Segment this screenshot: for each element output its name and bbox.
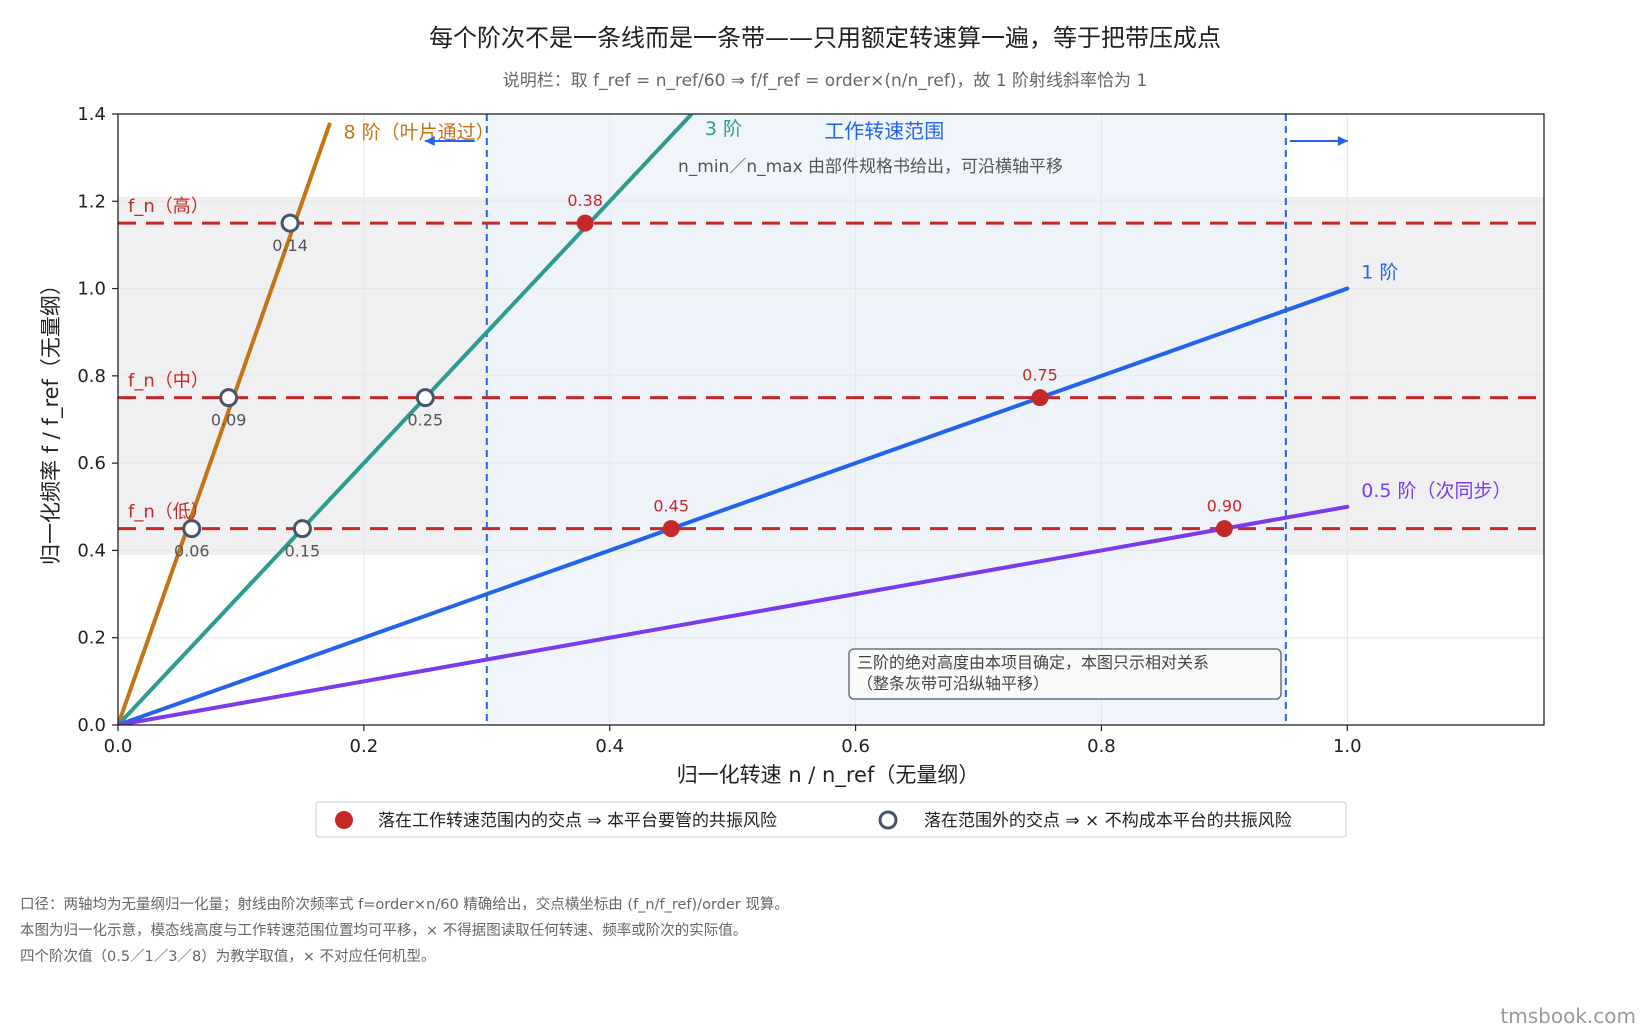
x-tick-label: 1.0 [1333, 736, 1362, 757]
outside-point-label: 0.15 [285, 542, 321, 561]
y-tick-label: 0.4 [77, 540, 106, 561]
chart-title: 每个阶次不是一条线而是一条带——只用额定转速算一遍，等于把带压成点 [429, 24, 1221, 52]
footnote-1: 口径：两轴均为无量纲归一化量；射线由阶次频率式 f=order×n/60 精确给… [20, 897, 789, 913]
y-tick-label: 1.2 [77, 191, 106, 212]
legend-box [315, 801, 1347, 838]
watermark: tmsbook.com [1500, 1004, 1636, 1028]
modal-line-label: f_n（高） [128, 196, 209, 217]
annotation-line-2: （整条灰带可沿纵轴平移） [857, 674, 1049, 693]
y-tick-label: 0.2 [77, 628, 106, 649]
modal-line-label: f_n（中） [128, 371, 209, 392]
inside-intersection-point [662, 520, 680, 538]
legend-outside-label: 落在范围外的交点 ⇒ × 不构成本平台的共振风险 [924, 811, 1292, 831]
inside-intersection-point [1031, 389, 1049, 407]
outside-point-label: 0.25 [408, 411, 444, 430]
outside-intersection-point [280, 213, 300, 233]
order-ray [118, 286, 1350, 725]
x-tick-label: 0.4 [595, 736, 624, 757]
order-ray [118, 114, 693, 725]
inside-intersection-point [576, 214, 594, 232]
speed-range-note: n_min／n_max 由部件规格书给出，可沿横轴平移 [678, 157, 1063, 177]
x-tick-label: 0.2 [350, 736, 379, 757]
modal-line-label: f_n（低） [128, 502, 209, 523]
outside-intersection-point [292, 519, 312, 539]
order-ray-label: 8 阶（叶片通过） [343, 121, 494, 143]
footnote-3: 四个阶次值（0.5／1／3／8）为教学取值，× 不对应任何机型。 [20, 949, 436, 965]
footnote-2: 本图为归一化示意，模态线高度与工作转速范围位置均可平移，× 不得据图读取任何转速… [20, 923, 748, 939]
plot-frame [117, 113, 1545, 726]
x-tick-label: 0.8 [1087, 736, 1116, 757]
speed-range-area [486, 114, 1286, 725]
y-tick-label: 1.4 [77, 104, 106, 125]
order-ray-label: 3 阶 [705, 118, 742, 140]
order-ray [118, 504, 1350, 725]
y-tick-label: 0.0 [77, 715, 106, 736]
y-tick-label: 1.0 [77, 279, 106, 300]
outside-intersection-point [415, 388, 435, 408]
outside-point-label: 0.06 [174, 542, 210, 561]
legend-inside-marker [335, 811, 353, 829]
inside-point-label: 0.90 [1207, 497, 1243, 516]
outside-intersection-point [219, 388, 239, 408]
inside-point-label: 0.75 [1022, 366, 1058, 385]
annotation-line-1: 三阶的绝对高度由本项目确定，本图只示相对关系 [857, 653, 1209, 672]
outside-intersection-point [182, 519, 202, 539]
speed-range-label: 工作转速范围 [824, 119, 944, 143]
annotation-box [848, 648, 1282, 700]
outside-point-label: 0.09 [211, 411, 247, 430]
order-ray-label: 0.5 阶（次同步） [1361, 480, 1511, 502]
inside-point-label: 0.45 [653, 497, 689, 516]
inside-point-label: 0.38 [567, 191, 603, 210]
x-tick-label: 0.6 [841, 736, 870, 757]
legend-inside-label: 落在工作转速范围内的交点 ⇒ 本平台要管的共振风险 [378, 811, 777, 831]
y-axis-label: 归一化频率 f / f_ref（无量纲） [39, 274, 64, 565]
order-ray-label: 1 阶 [1361, 262, 1398, 284]
legend-outside-marker [878, 810, 898, 830]
y-tick-label: 0.6 [77, 453, 106, 474]
y-tick-label: 0.8 [77, 366, 106, 387]
chart-subtitle: 说明栏：取 f_ref = n_ref/60 ⇒ f/f_ref = order… [502, 71, 1148, 91]
speed-min-arrow-head [424, 136, 435, 146]
speed-max-arrow-head [1337, 136, 1348, 146]
outside-point-label: 0.14 [272, 236, 308, 255]
inside-intersection-point [1215, 520, 1233, 538]
x-tick-label: 0.0 [104, 736, 133, 757]
x-axis-label: 归一化转速 n / n_ref（无量纲） [677, 763, 980, 788]
